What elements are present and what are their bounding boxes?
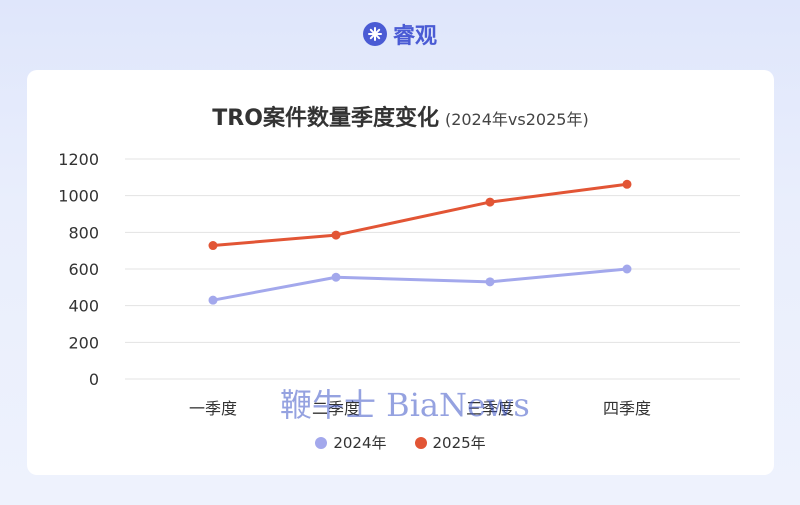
data-point [331,272,341,282]
legend-dot-2024 [315,436,328,449]
y-tick-label: 0 [89,370,99,389]
legend-label-2025: 2025年 [432,434,486,452]
y-tick-label: 800 [68,223,99,242]
asterisk-flower-icon [362,22,387,46]
x-tick-label: 四季度 [603,399,651,418]
brand-header: 睿观 [0,18,800,50]
chart-title-main: TRO案件数量季度变化 [212,106,439,131]
data-point [331,230,341,240]
brand-name: 睿观 [392,24,437,49]
line-chart: 0 200 400 600 800 1000 1200 一季度 二季度 三季度 四季度 [58,150,740,418]
y-tick-label: 1200 [58,150,99,169]
series-line-2024年 [212,267,628,302]
legend-item-2025: 2025年 [414,432,486,453]
data-point [622,179,632,189]
y-tick-label: 400 [68,297,99,316]
data-point [208,241,218,251]
legend-item-2024: 2024年 [315,432,387,453]
data-point [622,264,632,274]
x-tick-label: 三季度 [466,399,514,418]
chart-subtitle: (2024年vs2025年) [444,110,589,129]
y-tick-label: 600 [68,260,99,279]
legend-label-2024: 2024年 [333,434,387,452]
chart-legend: 2024年 2025年 [27,432,774,453]
data-point [208,295,218,305]
y-tick-label: 1000 [58,187,99,206]
chart-title: TRO案件数量季度变化 (2024年vs2025年) [27,100,774,132]
legend-dot-2025 [414,436,427,449]
chart-card: TRO案件数量季度变化 (2024年vs2025年) 0 200 400 600 800 1… [27,70,774,475]
data-point [485,277,495,287]
data-point [485,197,495,207]
y-tick-label: 200 [68,333,99,352]
series-line-2025年 [212,182,628,248]
x-tick-label: 二季度 [312,399,360,418]
x-tick-label: 一季度 [189,399,237,418]
